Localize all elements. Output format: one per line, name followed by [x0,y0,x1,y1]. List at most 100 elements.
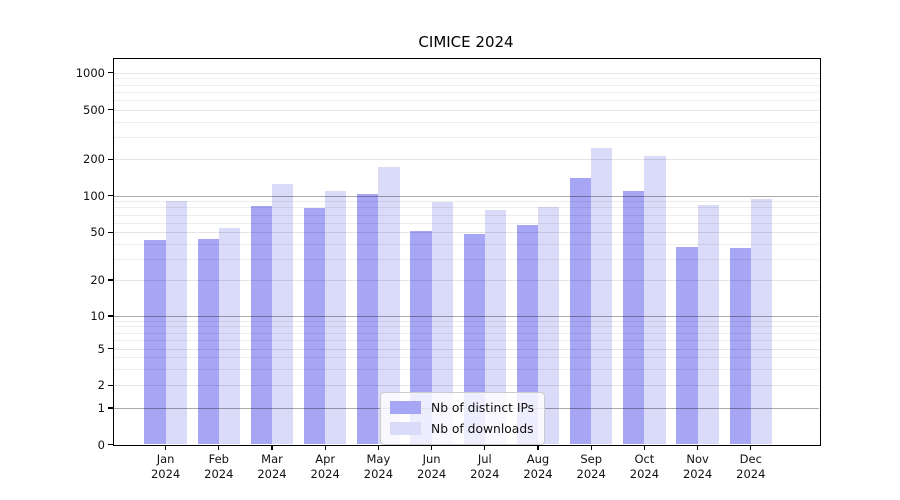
y-tick-label-1000: 1000 [75,65,105,80]
x-tick-month: Aug [526,452,550,466]
bar-downloads-apr [325,190,347,445]
x-tick-year: 2024 [150,466,181,481]
x-tick-year: 2024 [310,466,340,481]
chart-title: CIMICE 2024 [418,33,514,51]
x-tick-mark-jan [165,446,167,450]
x-tick-year: 2024 [523,466,553,481]
x-tick-year: 2024 [363,466,394,481]
bar-downloads-sep [591,148,613,445]
bar-distinct-ips-oct [623,191,645,445]
x-tick-label-feb: Feb 2024 [189,452,249,481]
x-tick-label-aug: Aug 2024 [508,452,568,481]
x-tick-month: Feb [208,452,229,466]
x-tick-label-jul: Jul 2024 [455,452,515,481]
x-tick-mark-oct [643,446,645,450]
x-tick-month: May [366,452,391,466]
y-tick-label-2: 2 [97,378,105,393]
bar-distinct-ips-sep [569,178,592,445]
y-tick-mark-10 [108,315,113,317]
x-tick-year: 2024 [629,466,660,481]
x-tick-label-mar: Mar 2024 [242,452,302,481]
bar-distinct-ips-mar [250,206,272,445]
y-tick-label-0: 0 [97,437,105,452]
bar-distinct-ips-aug [516,225,538,445]
bar-distinct-ips-feb [197,238,219,445]
y-tick-label-200: 200 [83,152,105,167]
x-tick-mark-feb [218,446,220,450]
x-tick-mark-may [377,446,379,450]
x-tick-mark-nov [697,446,699,450]
bar-distinct-ips-jan [144,240,166,445]
legend-swatch-downloads-icon [390,422,421,435]
x-tick-mark-sep [590,446,592,450]
y-tick-mark-5 [108,347,113,350]
x-tick-month: Mar [261,452,283,466]
bar-downloads-feb [218,228,241,445]
x-tick-month: Dec [739,452,762,466]
x-tick-label-dec: Dec 2024 [721,452,781,481]
bar-downloads-jul [484,209,507,445]
bar-downloads-mar [272,184,294,445]
x-tick-month: Sep [580,452,603,466]
y-tick-mark-500 [108,109,113,111]
y-tick-label-500: 500 [83,102,105,117]
bar-downloads-jan [165,201,187,445]
x-tick-mark-aug [537,446,539,450]
y-tick-mark-1 [108,407,113,409]
bar-distinct-ips-apr [303,208,326,445]
legend-label-distinct-ips: Nb of distinct IPs [431,400,535,415]
y-tick-label-5: 5 [97,341,105,356]
bar-distinct-ips-nov [676,246,698,445]
bar-downloads-oct [644,155,666,445]
legend: Nb of distinct IPs Nb of downloads [380,392,545,445]
x-tick-month: Nov [686,452,709,466]
x-tick-month: Jun [422,452,441,466]
bar-distinct-ips-may [357,193,379,445]
y-tick-mark-20 [108,279,113,281]
x-tick-mark-dec [750,446,752,450]
bar-downloads-jun [431,202,453,445]
y-tick-label-100: 100 [83,188,105,203]
bar-downloads-aug [538,207,560,445]
legend-label-downloads: Nb of downloads [431,421,534,436]
x-tick-year: 2024 [736,466,766,481]
y-tick-mark-200 [108,158,113,160]
x-tick-label-nov: Nov 2024 [668,452,728,481]
bar-distinct-ips-jun [410,231,432,445]
x-tick-year: 2024 [416,466,447,481]
y-tick-mark-0 [108,443,113,446]
x-tick-mark-jul [484,446,486,450]
x-tick-label-sep: Sep 2024 [561,452,621,481]
bar-downloads-dec [750,198,773,445]
y-tick-label-20: 20 [90,273,105,287]
legend-swatch-distinct-ips-icon [390,401,421,414]
y-tick-mark-100 [108,195,113,197]
x-tick-year: 2024 [257,466,287,481]
y-tick-mark-2 [108,384,113,386]
x-tick-label-apr: Apr 2024 [295,452,355,481]
x-tick-label-oct: Oct 2024 [614,452,674,481]
legend-item-downloads: Nb of downloads [381,418,544,439]
x-tick-year: 2024 [470,466,500,481]
bar-distinct-ips-dec [729,247,751,445]
x-tick-mark-jun [431,446,433,450]
x-tick-mark-apr [324,446,326,450]
bar-downloads-may [378,166,400,445]
x-tick-label-may: May 2024 [348,452,408,481]
x-tick-year: 2024 [682,466,713,481]
y-tick-mark-50 [108,231,113,233]
x-tick-month: Jan [156,452,175,466]
y-tick-mark-1000 [108,72,113,74]
x-tick-label-jun: Jun 2024 [402,452,462,481]
x-tick-label-jan: Jan 2024 [136,452,196,481]
legend-item-distinct-ips: Nb of distinct IPs [381,397,544,418]
y-tick-label-50: 50 [90,225,105,240]
y-tick-label-1: 1 [97,401,105,415]
x-tick-month: Oct [634,452,655,466]
y-tick-label-10: 10 [90,309,105,323]
bar-downloads-nov [697,204,719,445]
bar-distinct-ips-jul [463,234,485,445]
